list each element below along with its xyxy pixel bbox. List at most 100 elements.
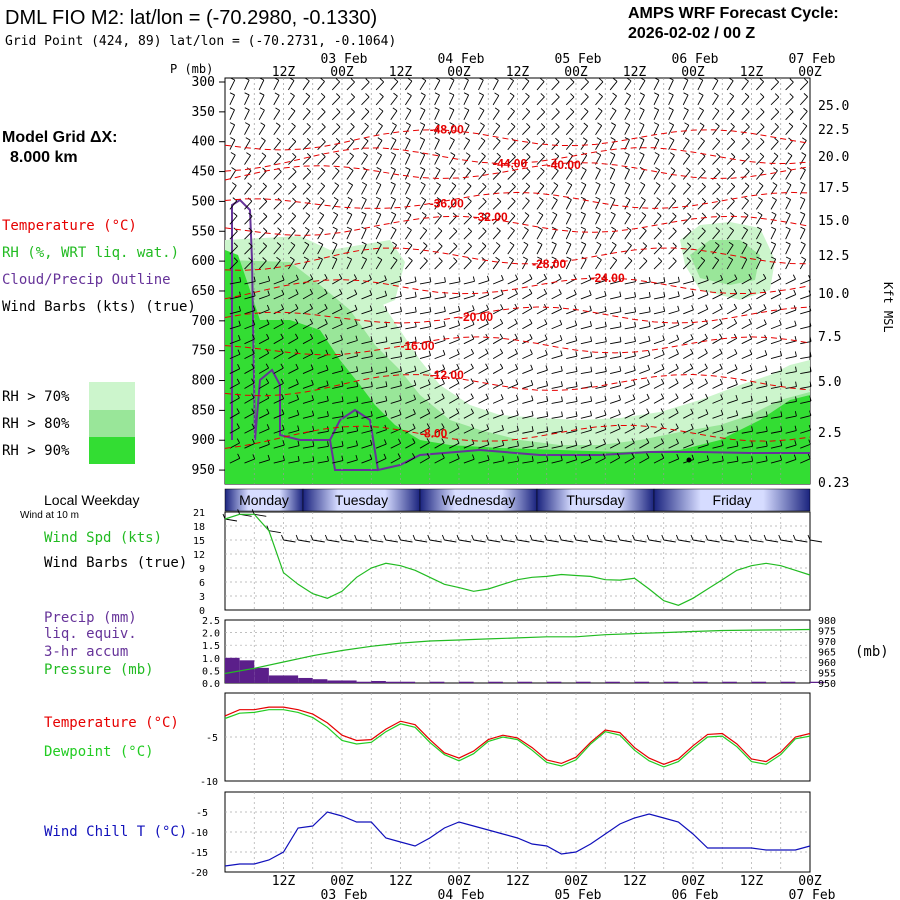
wind-barb-shaft bbox=[390, 81, 399, 91]
wind-barb-shaft bbox=[756, 308, 767, 315]
wind-barb bbox=[580, 439, 592, 449]
wind-barb bbox=[653, 335, 665, 345]
wind-barb bbox=[756, 426, 768, 434]
wind-barb bbox=[770, 167, 778, 180]
wind-barb-feather bbox=[684, 122, 690, 126]
wind-barb-shaft bbox=[536, 214, 544, 225]
wind-barb-shaft bbox=[682, 201, 692, 210]
wind-barb bbox=[566, 366, 578, 374]
wind-barb-feather bbox=[499, 348, 504, 354]
wind-barb-shaft bbox=[522, 229, 529, 240]
wind-barb bbox=[507, 410, 519, 419]
wind-barb bbox=[419, 107, 426, 120]
pressure-tick-label: 970 bbox=[818, 637, 836, 648]
wind-barb bbox=[229, 212, 238, 225]
wind-barb-shaft bbox=[463, 397, 474, 404]
wind-barb bbox=[741, 108, 750, 121]
wind-barb bbox=[390, 256, 398, 270]
wind-barb-shaft bbox=[653, 442, 664, 449]
wind-barb-feather bbox=[522, 256, 528, 260]
wind-barb bbox=[507, 241, 515, 255]
precip-tick-label: 1.5 bbox=[202, 641, 220, 652]
weekday-bar: Monday Tuesday Wednesday Thursday Friday bbox=[224, 488, 811, 512]
wind-barb-shaft bbox=[317, 244, 324, 255]
wind-barb-feather bbox=[604, 321, 607, 327]
wind-barb-shaft bbox=[668, 200, 677, 210]
wind-barb-feather bbox=[611, 107, 617, 111]
wind-barb-feather bbox=[595, 196, 601, 200]
wind-barb-feather bbox=[573, 274, 577, 280]
wind-barb bbox=[332, 396, 344, 404]
wind-barb-feather bbox=[803, 93, 808, 98]
wind-barb-feather bbox=[280, 318, 284, 324]
wind-barb-shaft bbox=[463, 109, 470, 120]
surface-barb-feather bbox=[368, 534, 372, 541]
wind-barb-shaft bbox=[785, 259, 791, 270]
wind-barb-feather bbox=[590, 396, 593, 402]
wind-barb-feather bbox=[780, 381, 783, 387]
wind-barb bbox=[712, 318, 723, 330]
surface-barb-feather bbox=[807, 534, 811, 541]
wind-barb-feather bbox=[801, 256, 806, 260]
wind-barb-shaft bbox=[595, 457, 606, 464]
wind-barb bbox=[244, 348, 255, 360]
wind-barb-shaft bbox=[770, 258, 777, 270]
wind-barb bbox=[288, 152, 297, 165]
wind-barb-shaft bbox=[522, 323, 533, 330]
bottom-date-label: 03 Feb bbox=[321, 888, 368, 900]
wind-barb-feather bbox=[794, 440, 797, 446]
wind-barb-feather bbox=[245, 122, 250, 126]
wind-barb bbox=[229, 276, 242, 285]
wind-barb bbox=[756, 167, 764, 180]
wind-barb-feather bbox=[496, 212, 502, 217]
wind-barb bbox=[390, 380, 402, 389]
wind-barb-feather bbox=[515, 364, 519, 369]
wind-barb bbox=[741, 426, 754, 434]
wind-barb-shaft bbox=[478, 155, 486, 165]
wind-barb-shaft bbox=[288, 322, 299, 330]
wind-barb bbox=[507, 212, 516, 225]
wind-barb bbox=[565, 167, 573, 180]
wind-barb-shaft bbox=[653, 79, 660, 91]
wind-barb bbox=[522, 212, 530, 225]
wind-barb-shaft bbox=[551, 258, 557, 270]
wind-at-10m-label: Wind at 10 m bbox=[20, 510, 79, 521]
wind-barb bbox=[361, 396, 373, 404]
wind-barb bbox=[390, 306, 402, 315]
wind-barb-feather bbox=[515, 394, 519, 400]
wind-barb-shaft bbox=[565, 170, 573, 180]
wind-barb bbox=[595, 395, 607, 404]
wind-barb bbox=[331, 211, 339, 225]
wind-barb-feather bbox=[455, 408, 460, 414]
wind-barb bbox=[478, 455, 490, 464]
wind-barb-shaft bbox=[609, 259, 618, 270]
wind-barb-feather bbox=[653, 107, 659, 111]
wind-barb bbox=[595, 196, 601, 210]
wind-barb bbox=[288, 425, 300, 434]
surface-barb-feather bbox=[705, 534, 709, 541]
wind-barb-feather bbox=[634, 291, 637, 297]
wind-barb-feather bbox=[728, 256, 733, 260]
wind-barb-shaft bbox=[682, 185, 691, 195]
surface-wind-barb bbox=[749, 534, 764, 543]
wind-barb-shaft bbox=[492, 413, 504, 419]
surface-barb-shaft bbox=[224, 518, 238, 522]
wind-barb-feather bbox=[427, 379, 431, 385]
wind-barb-shaft bbox=[653, 185, 661, 195]
wind-barb-shaft bbox=[566, 459, 577, 464]
surface-barb-shaft bbox=[649, 539, 662, 543]
wind-barb-shaft bbox=[668, 215, 677, 225]
wind-barb-feather bbox=[392, 256, 398, 261]
wind-barb-feather bbox=[377, 137, 383, 141]
wind-barb-feather bbox=[757, 211, 763, 216]
wind-barb-shaft bbox=[463, 124, 470, 135]
wind-barb-feather bbox=[265, 378, 270, 384]
surface-barb-feather bbox=[778, 534, 782, 541]
wind-barb bbox=[653, 306, 666, 315]
wind-barb bbox=[288, 379, 299, 389]
wind-barb bbox=[610, 380, 622, 389]
wind-barb-shaft bbox=[346, 111, 355, 121]
